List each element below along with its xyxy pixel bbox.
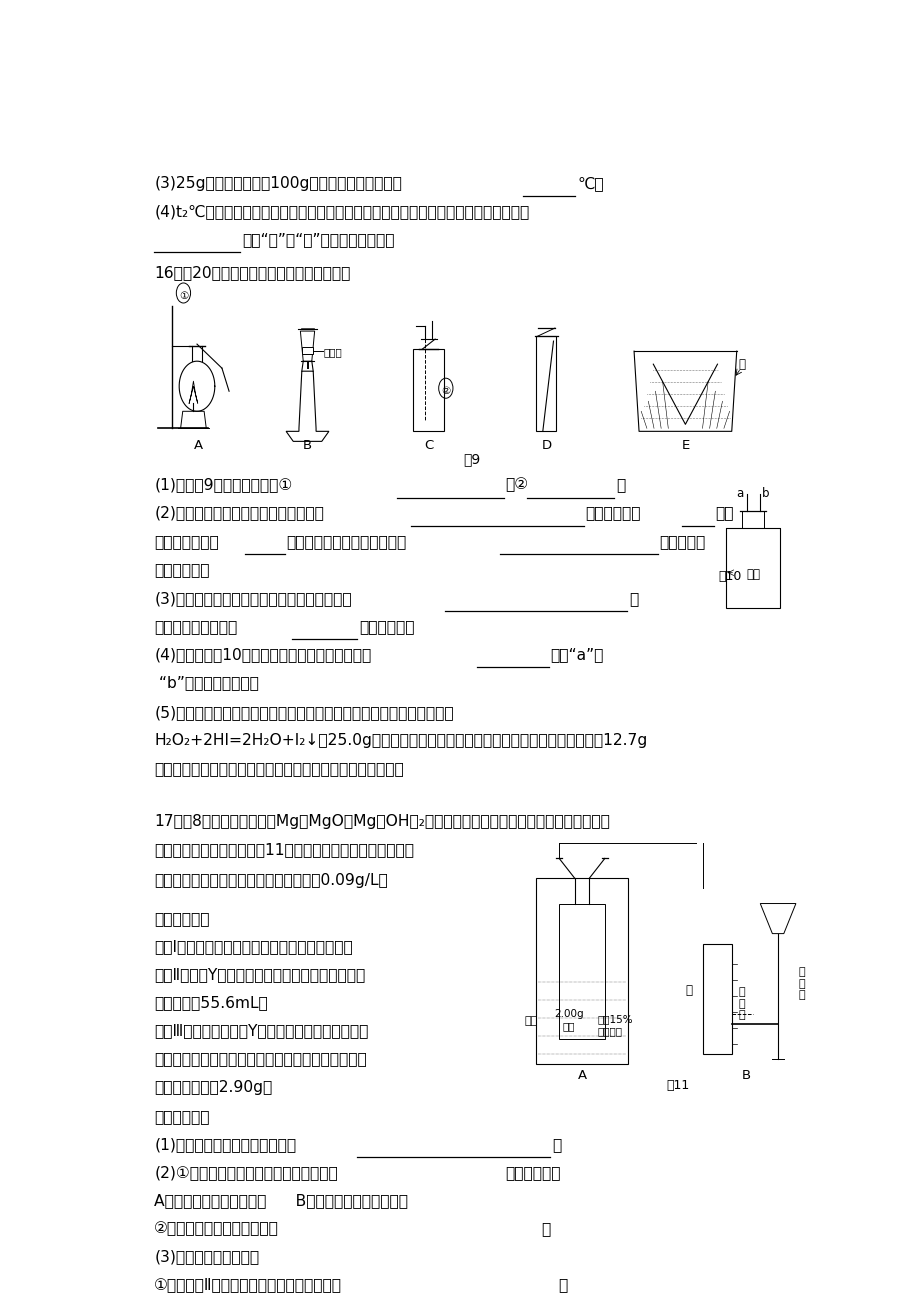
Text: 17．（8分）某固体粉末由Mg、MgO、Mg（OH）₂中的一种或几种组成。某化学小组为了探究该: 17．（8分）某固体粉末由Mg、MgO、Mg（OH）₂中的一种或几种组成。某化学… [154,814,609,829]
Text: 2.00g
样品: 2.00g 样品 [554,1009,584,1031]
Text: D: D [540,439,550,452]
Text: 。: 。 [557,1277,566,1293]
Text: (1)写出图9中仪器的名称：①: (1)写出图9中仪器的名称：① [154,478,292,492]
Text: (2)实验室制取二氧化碳的化学方程式为: (2)实验室制取二氧化碳的化学方程式为 [154,505,323,521]
Bar [536,336,556,431]
Text: 可选用的发生装置为: 可选用的发生装置为 [154,620,237,634]
Text: 碘。根据化学方程式计算该过氧化氢溶液中溶质的质量分数。: 碘。根据化学方程式计算该过氧化氢溶液中溶质的质量分数。 [154,760,403,776]
Text: B: B [302,439,312,452]
Text: 量
气
管: 量 气 管 [738,987,744,1021]
Text: ，制取装置为: ，制取装置为 [585,505,641,521]
Text: ，: ， [629,591,638,607]
Text: ①: ① [178,290,187,301]
Text: 水: 水 [737,358,744,371]
Text: 标号，下同）和: 标号，下同）和 [154,534,219,548]
Text: (3)实验室用高锶酸钟制取氧气的化学方程式为: (3)实验室用高锶酸钟制取氧气的化学方程式为 [154,591,351,607]
Text: 氧气: 氧气 [745,568,759,581]
Text: ②: ② [441,387,450,396]
Bar [413,349,444,431]
Text: 水: 水 [685,984,692,997]
Text: A: A [194,439,203,452]
Text: （填标号）。: （填标号）。 [505,1165,561,1180]
Text: ℃。: ℃。 [576,176,603,191]
Bar [725,527,779,608]
Text: C: C [424,439,433,452]
Text: a: a [736,487,743,500]
Text: 步骤Ⅲ：拆下装置，往Y形管内残余液中加入氢氧化: 步骤Ⅲ：拆下装置，往Y形管内残余液中加入氢氧化 [154,1023,369,1039]
Text: (3)25g乙物质完全溢于100g水中所需的最低温度是: (3)25g乙物质完全溢于100g水中所需的最低温度是 [154,176,402,191]
Text: A．硫酸溶液转移到样品中      B．样品转移到硫酸溶液中: A．硫酸溶液转移到样品中 B．样品转移到硫酸溶液中 [154,1194,408,1208]
Text: 冷水: 冷水 [524,1016,537,1026]
Text: 程式表示）。: 程式表示）。 [154,561,210,577]
Text: 【回答问题】: 【回答问题】 [154,1109,210,1124]
Text: 步骤Ⅱ：倾斜Y形管，使样品充分反应，测的生成气: 步骤Ⅱ：倾斜Y形管，使样品充分反应，测的生成气 [154,967,365,982]
Text: 止水夹: 止水夹 [323,348,342,357]
Text: （填“a”或: （填“a”或 [550,647,604,663]
Text: 。: 。 [540,1221,550,1237]
Text: (4)若用水将图10所示的氧气从瓶内排出，水须从: (4)若用水将图10所示的氧气从瓶内排出，水须从 [154,647,371,663]
Text: （填: （填 [715,505,733,521]
Text: E: E [681,439,688,452]
Text: 体的探究为55.6mL。: 体的探究为55.6mL。 [154,996,267,1010]
Text: 图9: 图9 [462,452,480,466]
Text: (3)根据实验结果分析：: (3)根据实验结果分析： [154,1250,259,1264]
Text: 固体粉末的成分，设计如图11所示的装置（固定装置省略）。: 固体粉末的成分，设计如图11所示的装置（固定装置省略）。 [154,842,414,858]
Bar [535,879,628,1064]
Text: 【信息资料】本实验条件下，氢气密度为0.09g/L。: 【信息资料】本实验条件下，氢气密度为0.09g/L。 [154,874,388,888]
Text: 水
准
管: 水 准 管 [797,967,804,1000]
Text: 步骤Ⅰ：检查装置气密性，装入药品并连接仪器。: 步骤Ⅰ：检查装置气密性，装入药品并连接仪器。 [154,939,353,954]
Text: （填“甲”或“乙”）物质饱和溶液。: （填“甲”或“乙”）物质饱和溶液。 [242,233,394,247]
Text: ；②: ；② [505,478,528,492]
Text: 16．（20分）根据下列实验要求回答问题。: 16．（20分）根据下列实验要求回答问题。 [154,264,350,280]
Text: （用化学方: （用化学方 [659,534,705,548]
Text: (2)①使样品与硫酸充分反应的正确操作是: (2)①使样品与硫酸充分反应的正确操作是 [154,1165,337,1180]
Text: 组合。检验二氧化碳的原理为: 组合。检验二氧化碳的原理为 [286,534,406,548]
Text: b: b [761,487,769,500]
Text: ①通过步骤Ⅱ推断，样品中一定含有的物质是: ①通过步骤Ⅱ推断，样品中一定含有的物质是 [154,1277,342,1293]
Text: (5)实验室用碘化氢溶液测定过氧化氢溶液中溶质的质量分数，反应原理: (5)实验室用碘化氢溶液测定过氧化氢溶液中溶质的质量分数，反应原理 [154,704,453,720]
Text: 【实验过程】: 【实验过程】 [154,911,210,926]
Bar [301,348,312,354]
Text: 鈣溶液，至不再生成沉淠。经过滤、洗洤和干燥后，: 鈣溶液，至不再生成沉淠。经过滤、洗洤和干燥后， [154,1052,367,1066]
Text: 图11: 图11 [666,1079,689,1092]
Text: 。: 。 [616,478,625,492]
Text: (1)该套装置气密性的检验方法是: (1)该套装置气密性的检验方法是 [154,1137,296,1152]
Text: A: A [577,1069,586,1082]
Text: （填标号）。: （填标号）。 [359,620,414,634]
Text: ②判断样品完全反应的现象是: ②判断样品完全反应的现象是 [154,1221,278,1237]
Text: H₂O₂+2HI=2H₂O+I₂↓取25.0g过氧化氢溶液，加入足量的碘化氢溶液，充分反应后生成12.7g: H₂O₂+2HI=2H₂O+I₂↓取25.0g过氧化氢溶液，加入足量的碘化氢溶液… [154,733,647,747]
Text: B: B [741,1069,750,1082]
Text: “b”）端导管口通入。: “b”）端导管口通入。 [154,676,259,690]
Bar [559,904,604,1039]
Text: 图10: 图10 [717,570,741,583]
Text: 。: 。 [551,1137,561,1152]
Text: 足量15%
硫酸溶液: 足量15% 硫酸溶液 [597,1014,632,1036]
Text: (4)t₂℃时，若从甲和乙两种物质的饱和溶液中析出等质量的固体，须證发掉较多水的是: (4)t₂℃时，若从甲和乙两种物质的饱和溶液中析出等质量的固体，须證发掉较多水的… [154,204,529,220]
Bar [702,944,731,1053]
Text: 称得沉淠质量为2.90g。: 称得沉淠质量为2.90g。 [154,1079,272,1095]
